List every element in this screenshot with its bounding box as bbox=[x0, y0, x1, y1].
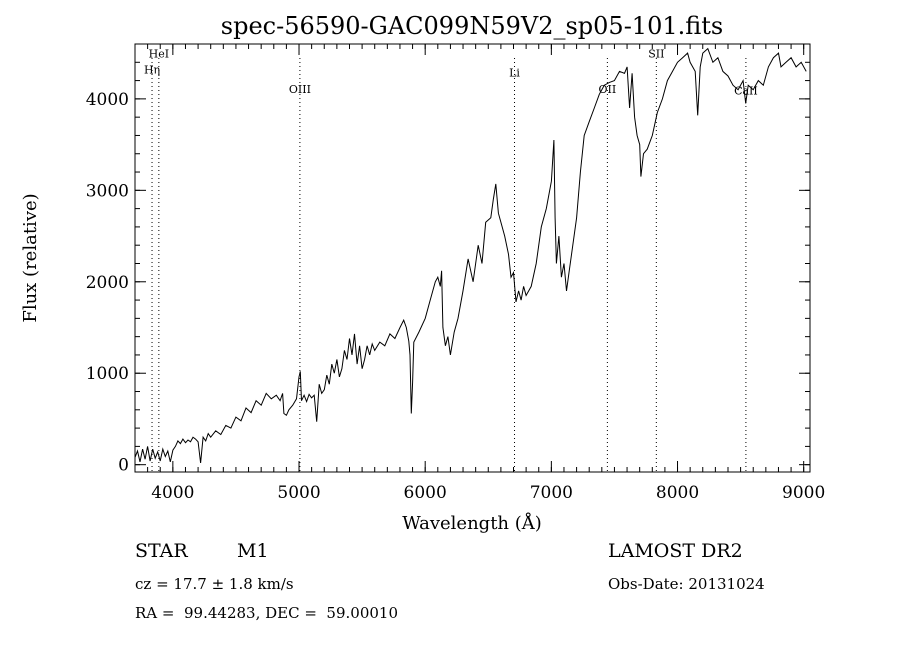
axes bbox=[134, 43, 811, 473]
x-tick-label: 4000 bbox=[151, 483, 194, 503]
line-marker-label: SII bbox=[648, 48, 664, 61]
y-tick-label: 2000 bbox=[86, 273, 129, 293]
x-tick-label: 6000 bbox=[404, 483, 447, 503]
axis-ticks: 4000 5000 6000 7000 8000 9000 0 1000 2000 3000 400… bbox=[86, 43, 825, 503]
y-axis-label: Flux (relative) bbox=[20, 193, 41, 322]
y-tick-label: 3000 bbox=[86, 181, 129, 201]
y-tick-label: 0 bbox=[118, 456, 129, 476]
observation-date: Obs-Date: 20131024 bbox=[608, 575, 765, 593]
coordinates: RA = 99.44283, DEC = 59.00010 bbox=[135, 604, 399, 622]
x-tick-label: 8000 bbox=[656, 483, 699, 503]
x-tick-label: 7000 bbox=[530, 483, 573, 503]
spectral-line-markers: HeI Hη OIII Li OII SII CaII bbox=[144, 47, 758, 472]
line-marker-label: Hη bbox=[144, 64, 160, 77]
line-marker-label: HeI bbox=[149, 47, 169, 60]
object-class: STAR bbox=[135, 540, 188, 562]
object-subclass: M1 bbox=[237, 540, 269, 562]
chart-title: spec-56590-GAC099N59V2_sp05-101.fits bbox=[221, 12, 723, 40]
spectrum-line bbox=[134, 47, 807, 463]
line-marker-label: OIII bbox=[289, 83, 311, 96]
y-tick-label: 4000 bbox=[86, 90, 129, 110]
line-marker-label: Li bbox=[509, 66, 520, 79]
x-tick-label: 9000 bbox=[782, 483, 825, 503]
redshift-cz: cz = 17.7 ± 1.8 km/s bbox=[135, 575, 294, 593]
plot-frame bbox=[134, 43, 811, 473]
survey-name: LAMOST DR2 bbox=[608, 540, 743, 562]
x-axis-label: Wavelength (Å) bbox=[402, 512, 542, 534]
x-tick-label: 5000 bbox=[277, 483, 320, 503]
y-tick-label: 1000 bbox=[86, 364, 129, 384]
line-marker-label: CaII bbox=[734, 84, 758, 97]
line-marker-label: OII bbox=[599, 83, 617, 96]
